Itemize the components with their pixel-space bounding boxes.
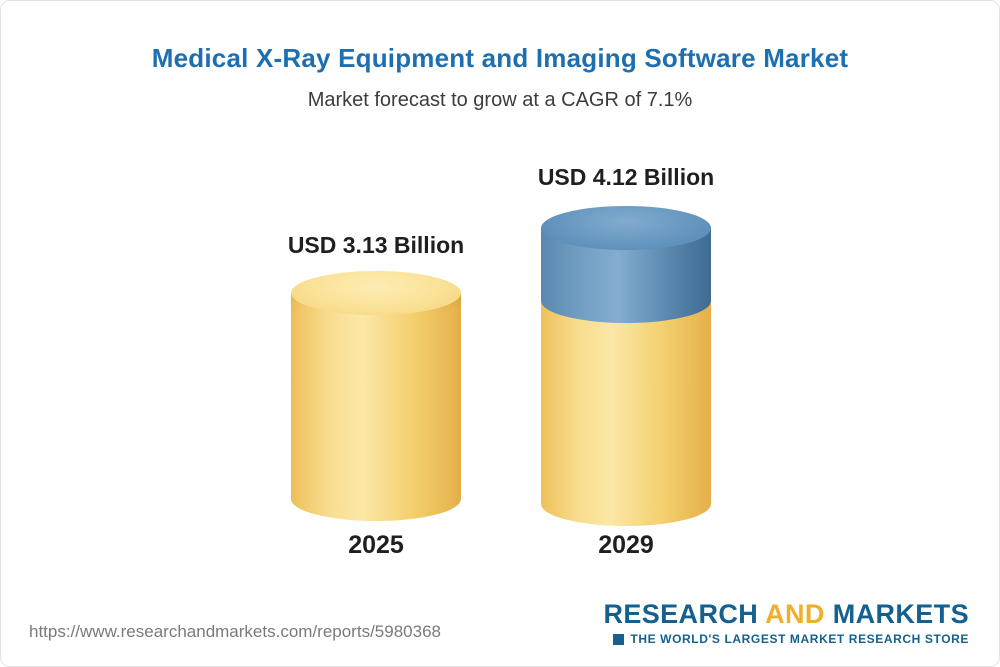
cylinder-2029-base-segment [541,301,711,526]
report-url-link[interactable]: https://www.researchandmarkets.com/repor… [29,622,441,641]
category-label-2025: 2025 [348,531,404,559]
cylinder-2025-top-face [291,271,461,315]
chart-subtitle: Market forecast to grow at a CAGR of 7.1… [307,89,693,111]
logo-word-research: RESEARCH [603,598,759,629]
logo-tagline: THE WORLD'S LARGEST MARKET RESEARCH STOR… [630,632,969,646]
cylinder-2029-top-face [541,206,711,250]
cylinder-2029 [541,206,711,526]
value-label-2029: USD 4.12 Billion [537,164,715,190]
logo-word-markets: MARKETS [832,598,969,629]
cylinder-2025 [291,271,461,521]
logo-wordmark: RESEARCH AND MARKETS [603,598,969,629]
logo-flag-icon [613,633,625,645]
page-title: Medical X-Ray Equipment and Imaging Soft… [151,43,849,73]
logo-tagline-row: THE WORLD'S LARGEST MARKET RESEARCH STOR… [603,632,969,646]
value-label-2025: USD 3.13 Billion [287,232,465,258]
logo-word-and: AND [765,598,825,629]
research-and-markets-logo: RESEARCH AND MARKETS THE WORLD'S LARGEST… [603,598,969,646]
cylinder-2025-body [291,293,461,521]
category-label-2029: 2029 [598,531,654,559]
